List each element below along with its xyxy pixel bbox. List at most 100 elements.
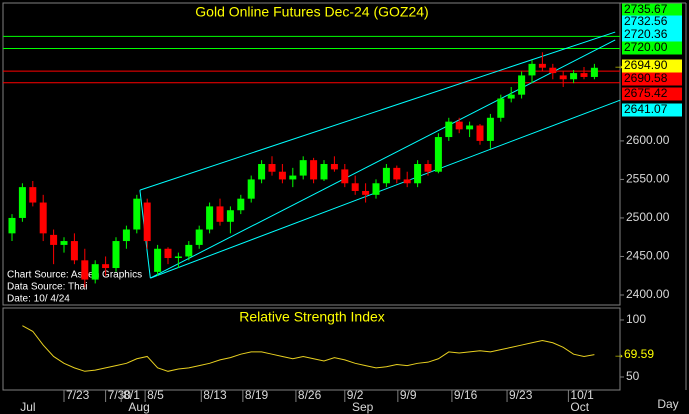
candle-body <box>50 234 58 245</box>
x-tick-label: 9/9 <box>400 388 417 402</box>
rsi-line <box>22 325 595 372</box>
candle-body <box>154 248 162 272</box>
candle-body <box>122 229 130 242</box>
candle-body <box>174 256 182 259</box>
chart-title: Gold Online Futures Dec-24 (GOZ24) <box>195 4 428 20</box>
candle-body <box>538 63 546 68</box>
candle-body <box>362 190 370 195</box>
y-tick-label: 50 <box>626 369 640 383</box>
candle-body <box>133 198 141 230</box>
candle-body <box>476 125 484 141</box>
candle-body <box>580 73 588 77</box>
candle-body <box>486 117 494 141</box>
level-label-bg <box>622 41 682 55</box>
candle-body <box>507 94 515 99</box>
candle-body <box>310 160 318 180</box>
candle-body <box>185 244 193 257</box>
candle-body <box>590 67 598 77</box>
x-tick-label: 10/1 <box>570 388 594 402</box>
candle-body <box>549 67 557 74</box>
month-label: Jul <box>20 400 35 414</box>
candle-body <box>403 179 411 184</box>
candle-body <box>143 202 151 242</box>
source-note: Data Source: Thai <box>7 282 87 293</box>
level-label: 2690.58 <box>624 71 668 85</box>
candle-body <box>528 63 536 76</box>
level-label: 2675.42 <box>624 86 668 100</box>
level-label-bg <box>622 72 682 86</box>
month-label: Aug <box>128 400 149 414</box>
candle-body <box>351 183 359 191</box>
y-tick-label: 2400.00 <box>626 287 670 301</box>
level-label: 2694.90 <box>624 58 668 72</box>
x-tick-label: 8/19 <box>245 388 269 402</box>
candle-body <box>29 187 37 203</box>
candle-body <box>393 167 401 180</box>
y-tick-label: 2500.00 <box>626 210 670 224</box>
candle-body <box>91 264 99 280</box>
y-tick-label: 2450.00 <box>626 249 670 263</box>
candle-body <box>268 164 276 172</box>
x-unit: Day <box>657 397 678 411</box>
x-tick-label: 8/13 <box>203 388 227 402</box>
candle-body <box>18 187 26 218</box>
candle-body <box>434 137 442 172</box>
candle-body <box>60 241 68 245</box>
y-tick-label: 2550.00 <box>626 172 670 186</box>
price-panel <box>2 2 621 306</box>
level-label: 2732.56 <box>624 14 668 28</box>
level-label-bg <box>622 28 682 42</box>
candle-body <box>341 169 349 184</box>
level-label: 2641.07 <box>624 102 668 116</box>
candle-body <box>70 241 78 261</box>
x-tick-label: 8/1 <box>123 388 140 402</box>
level-label: 2720.00 <box>624 40 668 54</box>
candle-body <box>570 73 578 80</box>
level-label-bg <box>622 15 682 29</box>
candle-body <box>414 164 422 184</box>
candle-body <box>466 125 474 130</box>
x-tick-label: 8/5 <box>147 388 164 402</box>
candle-body <box>289 175 297 180</box>
candle-body <box>247 179 255 199</box>
candle-body <box>372 183 380 195</box>
y-tick-label: 2600.00 <box>626 133 670 147</box>
trend-line <box>150 99 621 279</box>
x-tick-label: 7/23 <box>66 388 90 402</box>
candle-body <box>237 198 245 211</box>
level-label-bg <box>622 59 682 73</box>
rsi-panel <box>2 307 621 391</box>
candle-body <box>112 241 120 269</box>
x-tick-label: 7/30 <box>108 388 132 402</box>
rsi-title: Relative Strength Index <box>239 309 385 325</box>
level-label-bg <box>622 87 682 101</box>
candle-body <box>330 164 338 170</box>
candle-body <box>195 229 203 245</box>
month-label: Sep <box>352 400 374 414</box>
x-tick-label: 9/23 <box>509 388 533 402</box>
candle-body <box>518 75 526 95</box>
candle-body <box>216 206 224 222</box>
level-label: 2720.36 <box>624 27 668 41</box>
candle-body <box>81 260 89 280</box>
candle-body <box>299 160 307 176</box>
date-note: Date: 10/ 4/24 <box>7 294 70 305</box>
candle-body <box>455 121 463 130</box>
candle-body <box>382 167 390 184</box>
candle-body <box>424 164 432 172</box>
y-tick-label: 100 <box>626 312 646 326</box>
trend-line <box>139 31 616 191</box>
candle-body <box>8 217 16 234</box>
rsi-arrow: → <box>613 347 625 361</box>
price-arrow: → <box>613 58 625 72</box>
level-label-bg <box>622 103 682 117</box>
candle-body <box>320 164 328 180</box>
candle-body <box>559 75 567 80</box>
x-tick-label: 9/2 <box>347 388 364 402</box>
candle-body <box>497 98 505 118</box>
candle-body <box>278 171 286 180</box>
candle-body <box>445 121 453 138</box>
candle-body <box>258 164 266 180</box>
trend-line <box>150 39 616 279</box>
level-label-bg <box>622 3 682 17</box>
